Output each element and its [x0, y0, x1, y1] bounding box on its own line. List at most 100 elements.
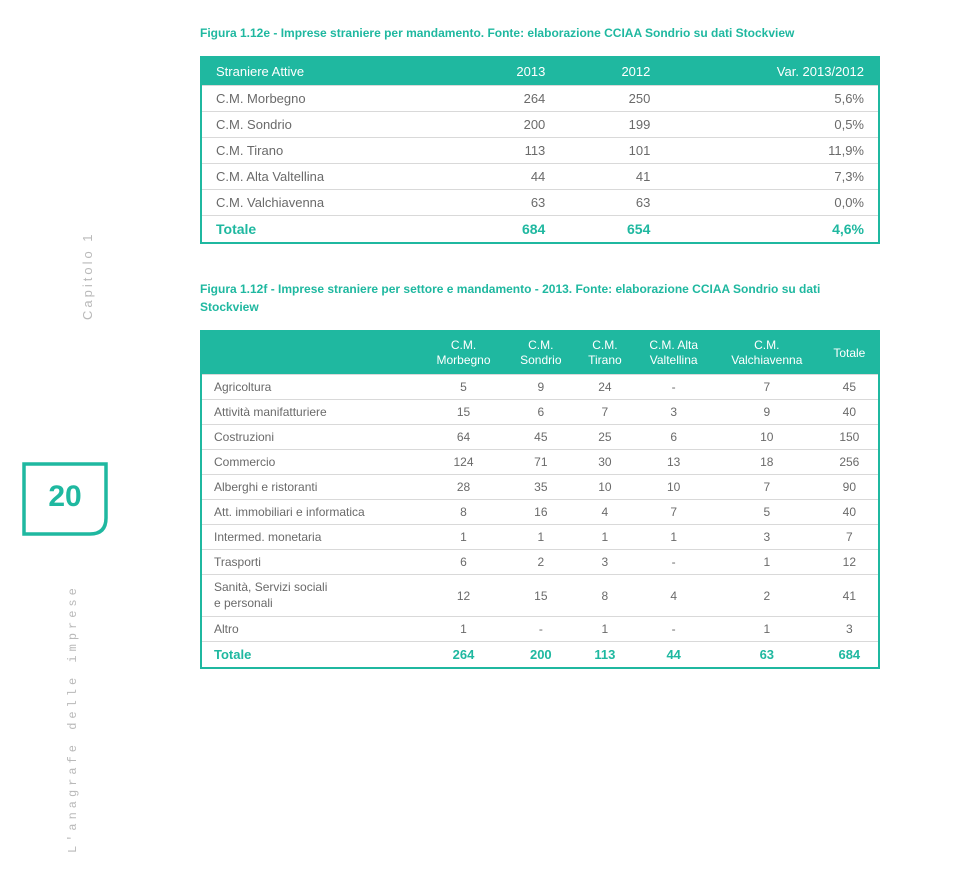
table-cell: 7 — [634, 500, 713, 525]
table-cell: 63 — [559, 190, 664, 216]
table-cell: 71 — [506, 450, 575, 475]
table-cell: C.M. Morbegno — [201, 86, 454, 112]
table-row: Intermed. monetaria111137 — [201, 525, 879, 550]
table-header-cell: C.M.Tirano — [575, 331, 634, 375]
table-cell: 2 — [506, 550, 575, 575]
table-cell: Attività manifatturiere — [201, 400, 421, 425]
table-cell: 113 — [454, 138, 559, 164]
table-row: Alberghi e ristoranti28351010790 — [201, 475, 879, 500]
table-cell: 4,6% — [664, 216, 879, 244]
table-cell: 7 — [821, 525, 879, 550]
table-cell: 7 — [713, 475, 821, 500]
table-cell: 1 — [634, 525, 713, 550]
table-cell: C.M. Valchiavenna — [201, 190, 454, 216]
table-cell: - — [634, 617, 713, 642]
figure-caption-12f: Figura 1.12f - Imprese straniere per set… — [200, 280, 880, 316]
table-cell: 44 — [634, 642, 713, 669]
table-cell: 28 — [421, 475, 507, 500]
table-row: Agricoltura5924-745 — [201, 375, 879, 400]
table-cell: 3 — [713, 525, 821, 550]
table-total-row: Totale6846544,6% — [201, 216, 879, 244]
table-cell: 64 — [421, 425, 507, 450]
table-cell: 41 — [821, 575, 879, 617]
table-cell: 256 — [821, 450, 879, 475]
table-row: C.M. Morbegno2642505,6% — [201, 86, 879, 112]
table-cell: Sanità, Servizi socialie personali — [201, 575, 421, 617]
table-cell: 63 — [713, 642, 821, 669]
table-row: C.M. Sondrio2001990,5% — [201, 112, 879, 138]
table-row: Trasporti623-112 — [201, 550, 879, 575]
table-cell: Totale — [201, 216, 454, 244]
table-total-row: Totale2642001134463684 — [201, 642, 879, 669]
table-cell: 18 — [713, 450, 821, 475]
table-cell: 90 — [821, 475, 879, 500]
table-cell: C.M. Tirano — [201, 138, 454, 164]
table-cell: 30 — [575, 450, 634, 475]
table-cell: 25 — [575, 425, 634, 450]
table-header-cell: C.M. AltaValtellina — [634, 331, 713, 375]
table-cell: 6 — [634, 425, 713, 450]
table-cell: - — [634, 550, 713, 575]
table-cell: 5,6% — [664, 86, 879, 112]
table-cell: 9 — [506, 375, 575, 400]
table-cell: Altro — [201, 617, 421, 642]
page-number-badge: 20 — [20, 460, 110, 540]
table-cell: Agricoltura — [201, 375, 421, 400]
table-cell: 8 — [575, 575, 634, 617]
table-cell: 6 — [506, 400, 575, 425]
table-cell: 12 — [821, 550, 879, 575]
table-cell: 7 — [713, 375, 821, 400]
table-cell: Alberghi e ristoranti — [201, 475, 421, 500]
sidebar: Capitolo 1 20 L'anagrafe delle imprese — [20, 300, 110, 843]
table-cell: 1 — [713, 550, 821, 575]
table-cell: Commercio — [201, 450, 421, 475]
table-straniere-attive: Straniere Attive20132012Var. 2013/2012 C… — [200, 56, 880, 244]
table-cell: 113 — [575, 642, 634, 669]
table-row: Attività manifatturiere15673940 — [201, 400, 879, 425]
table-cell: 45 — [506, 425, 575, 450]
table-cell: 124 — [421, 450, 507, 475]
table-cell: 1 — [421, 617, 507, 642]
table-cell: 250 — [559, 86, 664, 112]
table-row: C.M. Valchiavenna63630,0% — [201, 190, 879, 216]
table-settore-mandamento: C.M.MorbegnoC.M.SondrioC.M.TiranoC.M. Al… — [200, 330, 880, 669]
table-cell: 44 — [454, 164, 559, 190]
table-cell: 7,3% — [664, 164, 879, 190]
table-row: Commercio12471301318256 — [201, 450, 879, 475]
chapter-label: Capitolo 1 — [80, 231, 95, 320]
table-cell: 41 — [559, 164, 664, 190]
section-label: L'anagrafe delle imprese — [66, 584, 80, 853]
table-cell: 150 — [821, 425, 879, 450]
table-cell: 264 — [454, 86, 559, 112]
table-cell: Trasporti — [201, 550, 421, 575]
page-number: 20 — [20, 460, 110, 534]
table-row: C.M. Alta Valtellina44417,3% — [201, 164, 879, 190]
table-cell: 3 — [575, 550, 634, 575]
table-cell: 5 — [713, 500, 821, 525]
table-cell: 684 — [821, 642, 879, 669]
table-header-cell: C.M.Morbegno — [421, 331, 507, 375]
table-header-cell: C.M.Sondrio — [506, 331, 575, 375]
table-cell: Totale — [201, 642, 421, 669]
table-cell: 199 — [559, 112, 664, 138]
table-cell: - — [506, 617, 575, 642]
table-cell: 9 — [713, 400, 821, 425]
table-cell: 15 — [506, 575, 575, 617]
table-row: C.M. Tirano11310111,9% — [201, 138, 879, 164]
table-cell: 40 — [821, 400, 879, 425]
table-cell: 63 — [454, 190, 559, 216]
table-cell: 16 — [506, 500, 575, 525]
table-cell: 11,9% — [664, 138, 879, 164]
table-cell: 4 — [575, 500, 634, 525]
table-cell: 2 — [713, 575, 821, 617]
table-cell: 12 — [421, 575, 507, 617]
table-cell: 1 — [421, 525, 507, 550]
table-cell: 6 — [421, 550, 507, 575]
table-cell: 24 — [575, 375, 634, 400]
table-cell: 5 — [421, 375, 507, 400]
table-cell: 1 — [575, 617, 634, 642]
table-cell: Costruzioni — [201, 425, 421, 450]
table-row: Att. immobiliari e informatica81647540 — [201, 500, 879, 525]
table-cell: 1 — [713, 617, 821, 642]
table-cell: 0,5% — [664, 112, 879, 138]
